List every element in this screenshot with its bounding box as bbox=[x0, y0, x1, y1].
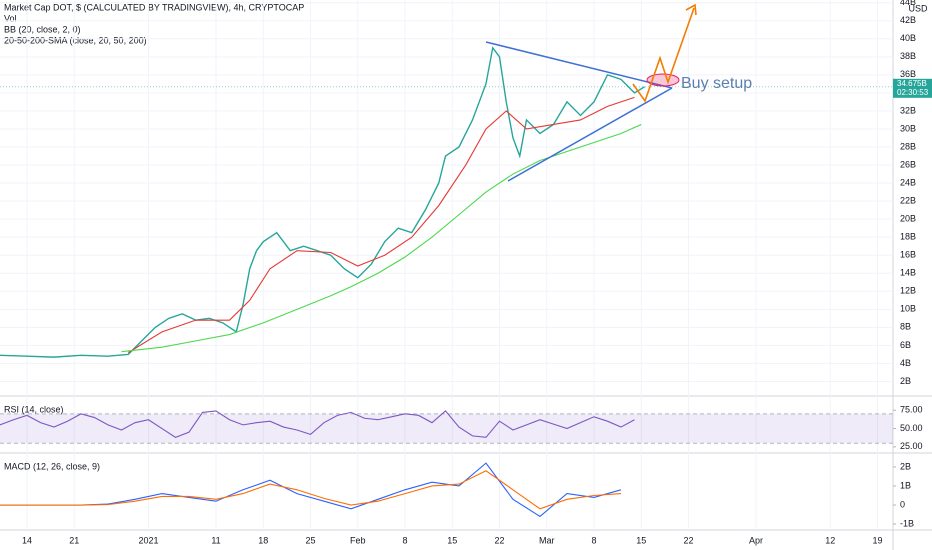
x-tick-label: 15 bbox=[447, 535, 457, 545]
y-tick-label: 20B bbox=[900, 214, 916, 224]
trend-line bbox=[507, 87, 673, 182]
x-tick-label: 2021 bbox=[138, 535, 158, 545]
x-tick-label: 19 bbox=[872, 535, 882, 545]
x-tick-label: Apr bbox=[749, 535, 763, 545]
countdown-label: 02:30:53 bbox=[897, 88, 929, 97]
x-tick-label: Mar bbox=[539, 535, 555, 545]
y-tick-label: 1B bbox=[900, 480, 911, 490]
x-tick-label: 22 bbox=[494, 535, 504, 545]
chart-title: Market Cap DOT, $ (CALCULATED BY TRADING… bbox=[4, 2, 304, 12]
x-tick-label: 8 bbox=[591, 535, 596, 545]
panel-title: RSI (14, close) bbox=[4, 404, 64, 414]
annotation: Buy setup bbox=[681, 75, 752, 92]
y-tick-label: 30B bbox=[900, 123, 916, 133]
y-tick-label: 50.00 bbox=[900, 423, 923, 433]
y-tick-label: 4B bbox=[900, 358, 911, 368]
indicator-label: BB (20, close, 2, 0) bbox=[4, 24, 81, 34]
y-tick-label: 10B bbox=[900, 304, 916, 314]
currency-label: USD bbox=[908, 3, 928, 13]
series-line bbox=[0, 410, 635, 438]
y-tick-label: 44B bbox=[900, 0, 916, 7]
x-tick-label: 18 bbox=[258, 535, 268, 545]
y-tick-label: 16B bbox=[900, 250, 916, 260]
y-tick-label: 75.00 bbox=[900, 405, 923, 415]
panel-title: MACD (12, 26, close, 9) bbox=[4, 461, 100, 471]
series-line bbox=[0, 46, 645, 358]
y-tick-label: 2B bbox=[900, 461, 911, 471]
x-tick-label: 22 bbox=[683, 535, 693, 545]
drawings: Buy setup bbox=[485, 3, 752, 182]
y-tick-label: 26B bbox=[900, 159, 916, 169]
x-tick-label: 14 bbox=[22, 535, 32, 545]
trend-line bbox=[485, 41, 673, 89]
x-tick-label: 15 bbox=[636, 535, 646, 545]
series-line bbox=[121, 123, 642, 353]
y-tick-label: 8B bbox=[900, 322, 911, 332]
y-tick-label: 42B bbox=[900, 15, 916, 25]
y-tick-label: 2B bbox=[900, 376, 911, 386]
y-tick-label: 28B bbox=[900, 141, 916, 151]
x-tick-label: 21 bbox=[69, 535, 79, 545]
y-tick-label: 24B bbox=[900, 177, 916, 187]
y-tick-label: -1B bbox=[900, 518, 914, 528]
series-line bbox=[127, 96, 635, 354]
y-tick-label: 38B bbox=[900, 51, 916, 61]
series-line bbox=[0, 470, 622, 510]
x-tick-label: 25 bbox=[305, 535, 315, 545]
y-tick-label: 36B bbox=[900, 69, 916, 79]
y-tick-label: 22B bbox=[900, 195, 916, 205]
x-tick-label: Feb bbox=[350, 535, 366, 545]
highlight-ellipse bbox=[646, 73, 680, 87]
y-tick-label: 18B bbox=[900, 232, 916, 242]
y-tick-label: 6B bbox=[900, 340, 911, 350]
arrow-head bbox=[685, 3, 697, 16]
y-tick-label: 14B bbox=[900, 268, 916, 278]
x-tick-label: 11 bbox=[211, 535, 220, 545]
rsi-band bbox=[0, 413, 893, 444]
y-tick-label: 0 bbox=[900, 499, 905, 509]
y-tick-label: 40B bbox=[900, 33, 916, 43]
y-tick-label: 12B bbox=[900, 286, 916, 296]
x-tick-label: 12 bbox=[825, 535, 835, 545]
x-tick-label: 8 bbox=[402, 535, 407, 545]
y-tick-label: 32B bbox=[900, 105, 916, 115]
indicator-label: Vol bbox=[4, 13, 17, 23]
last-price-box bbox=[893, 78, 932, 98]
y-tick-label: 25.00 bbox=[900, 441, 923, 451]
last-price-label: 34.675B bbox=[897, 79, 927, 88]
indicator-label: 20-50-200-SMA (close, 20, 50, 200) bbox=[4, 35, 147, 45]
projection-arrow bbox=[632, 7, 695, 103]
